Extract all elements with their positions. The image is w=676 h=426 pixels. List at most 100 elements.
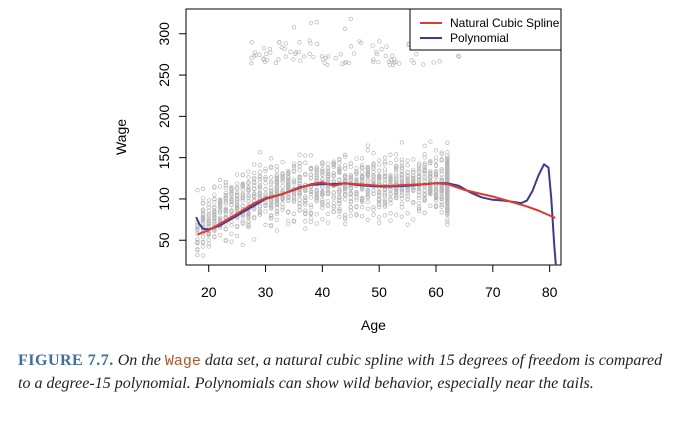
scatter-point: [195, 252, 200, 258]
scatter-point: [291, 163, 297, 169]
scatter-point: [342, 215, 348, 220]
scatter-point: [439, 195, 444, 200]
scatter-point: [252, 50, 258, 55]
scatter-point: [297, 181, 302, 186]
scatter-point: [200, 244, 206, 249]
scatter-point: [212, 234, 217, 240]
scatter-point: [416, 161, 422, 166]
scatter-point: [388, 160, 393, 166]
scatter-point: [371, 204, 376, 210]
scatter-point: [445, 171, 450, 177]
scatter-point: [394, 189, 399, 194]
scatter-point: [212, 184, 217, 189]
scatter-point: [269, 164, 274, 169]
scatter-point: [223, 193, 228, 199]
scatter-point: [433, 174, 439, 180]
scatter-point: [342, 166, 348, 171]
scatter-point: [206, 221, 211, 226]
scatter-point: [342, 186, 348, 191]
scatter-point: [297, 201, 302, 206]
scatter-point: [234, 208, 240, 213]
scatter-point: [359, 163, 365, 168]
scatter-point: [371, 174, 376, 179]
scatter-point: [342, 192, 348, 197]
scatter-point: [252, 162, 257, 167]
y-tick-label: 300: [156, 22, 172, 46]
scatter-point: [246, 187, 251, 193]
scatter-point: [331, 196, 336, 201]
scatter-point: [257, 163, 263, 168]
scatter-point: [337, 195, 342, 200]
scatter-point: [274, 209, 280, 214]
scatter-point: [257, 209, 263, 215]
scatter-point: [302, 54, 307, 59]
scatter-point: [445, 140, 450, 145]
scatter-point: [303, 153, 308, 158]
scatter-point: [377, 201, 382, 206]
scatter-point: [195, 247, 200, 252]
scatter-point: [411, 217, 416, 222]
scatter-point: [269, 175, 274, 180]
scatter-point: [394, 165, 399, 170]
y-tick-label: 200: [156, 104, 172, 128]
scatter-point: [428, 161, 433, 166]
scatter-point: [269, 205, 274, 211]
scatter-point: [346, 60, 352, 66]
scatter-point: [342, 152, 348, 157]
scatter-point: [280, 195, 285, 200]
scatter-point: [240, 242, 245, 248]
scatter-point: [286, 221, 291, 227]
scatter-point: [365, 206, 370, 212]
scatter-point: [303, 172, 308, 178]
scatter-point: [359, 195, 365, 201]
scatter-point: [223, 190, 228, 196]
scatter-point: [365, 199, 370, 205]
scatter-point: [365, 179, 370, 184]
scatter-point: [439, 168, 444, 173]
scatter-point: [320, 167, 325, 172]
scatter-point: [280, 201, 285, 206]
scatter-point: [359, 174, 365, 179]
scatter-point: [399, 176, 405, 181]
scatter-point: [314, 165, 319, 170]
y-axis-title: Wage: [113, 119, 129, 155]
scatter-point: [314, 166, 319, 171]
scatter-point: [422, 196, 427, 201]
scatter-point: [439, 189, 444, 194]
scatter-point: [274, 217, 280, 223]
scatter-point: [314, 199, 319, 204]
scatter-point: [263, 181, 268, 186]
scatter-point: [263, 176, 268, 182]
scatter-point: [234, 233, 240, 238]
scatter-point: [405, 222, 410, 227]
scatter-point: [263, 200, 268, 206]
caption-label: FIGURE 7.7.: [18, 352, 114, 369]
y-tick-label: 50: [156, 232, 172, 248]
scatter-point: [348, 195, 353, 200]
scatter-point: [291, 199, 297, 204]
scatter-point: [308, 189, 314, 194]
scatter-point: [433, 194, 439, 199]
scatter-point: [365, 172, 370, 177]
scatter-point: [422, 143, 427, 148]
scatter-point: [320, 168, 325, 174]
scatter-point: [212, 220, 217, 225]
scatter-point: [392, 57, 397, 62]
scatter-point: [206, 202, 211, 207]
scatter-point: [297, 163, 302, 169]
scatter-point: [246, 219, 251, 224]
scatter-point: [337, 214, 342, 219]
scatter-point: [445, 204, 450, 210]
scatter-point: [405, 174, 410, 179]
scatter-point: [325, 190, 331, 195]
scatter-point: [286, 176, 291, 182]
scatter-point: [433, 186, 439, 192]
scatter-point: [217, 197, 223, 203]
scatter-point: [428, 168, 433, 174]
x-tick-label: 40: [315, 284, 331, 300]
scatter-point: [229, 184, 234, 190]
scatter-point: [229, 186, 234, 192]
scatter-point: [331, 164, 336, 170]
scatter-point: [229, 223, 234, 228]
scatter-point: [365, 190, 370, 195]
